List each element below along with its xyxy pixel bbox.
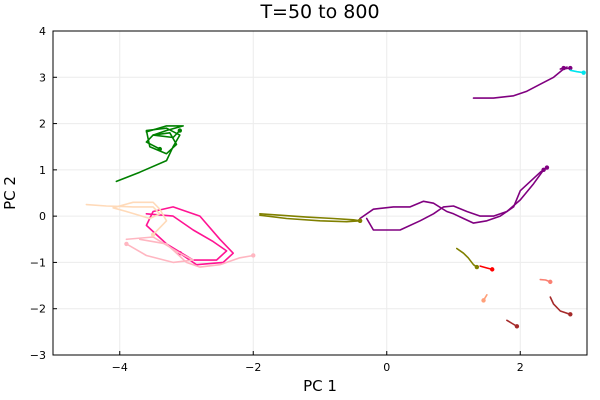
- y-tick-label: −3: [30, 349, 46, 362]
- y-tick-label: 3: [39, 71, 46, 84]
- series-line-14: [125, 236, 194, 264]
- y-tick-label: 1: [39, 164, 46, 177]
- x-tick-label: −4: [112, 361, 128, 374]
- series-line-5: [365, 169, 545, 231]
- series-endpoint-7: [357, 218, 363, 223]
- series-endpoint-5: [541, 167, 546, 173]
- series-endpoint-2: [561, 65, 566, 71]
- series-line-12: [145, 206, 234, 266]
- x-axis-label: PC 1: [303, 377, 337, 395]
- y-tick-label: 4: [39, 25, 46, 38]
- tick-labels: −4 −2 0 2 −3 −2 −1 0 1 2 3 4: [30, 25, 524, 374]
- chart-title: T=50 to 800: [259, 1, 379, 23]
- series-endpoint-13: [251, 253, 256, 258]
- plot-frame: [52, 30, 588, 356]
- series-line-1: [472, 67, 572, 99]
- y-axis-label: PC 2: [1, 176, 19, 210]
- series-endpoint-15: [150, 232, 156, 237]
- series-endpoint-11: [177, 128, 183, 133]
- series-layer: [85, 65, 586, 329]
- series-line-19: [549, 296, 572, 316]
- series-line-4: [359, 166, 548, 224]
- x-tick-label: −2: [245, 361, 261, 374]
- grid: [53, 30, 587, 356]
- series-endpoint-8: [474, 264, 480, 270]
- series-line-7: [259, 214, 361, 223]
- y-tick-label: −2: [30, 303, 46, 316]
- y-tick-label: 2: [39, 118, 46, 131]
- y-tick-label: −1: [30, 256, 46, 269]
- series-line-11: [145, 125, 184, 139]
- series-endpoint-1: [568, 65, 573, 71]
- series-line-10: [115, 127, 181, 183]
- series-endpoint-17: [481, 298, 486, 303]
- x-tick-label: 2: [517, 361, 524, 374]
- series-endpoint-18: [514, 324, 520, 329]
- series-endpoint-4: [544, 165, 550, 170]
- series-line-15: [85, 201, 168, 236]
- series-endpoint-19: [568, 312, 573, 317]
- series-endpoint-10: [157, 146, 162, 152]
- series-line-3: [569, 69, 585, 74]
- series-endpoint-16: [548, 279, 553, 285]
- series-line-8: [456, 247, 478, 268]
- series-line-6: [259, 213, 361, 222]
- series-endpoint-14: [124, 241, 129, 247]
- x-tick-label: 0: [383, 361, 390, 374]
- series-endpoint-9: [490, 267, 495, 272]
- series-line-13: [139, 238, 255, 268]
- series-endpoint-3: [581, 70, 586, 75]
- y-tick-label: 0: [39, 210, 46, 223]
